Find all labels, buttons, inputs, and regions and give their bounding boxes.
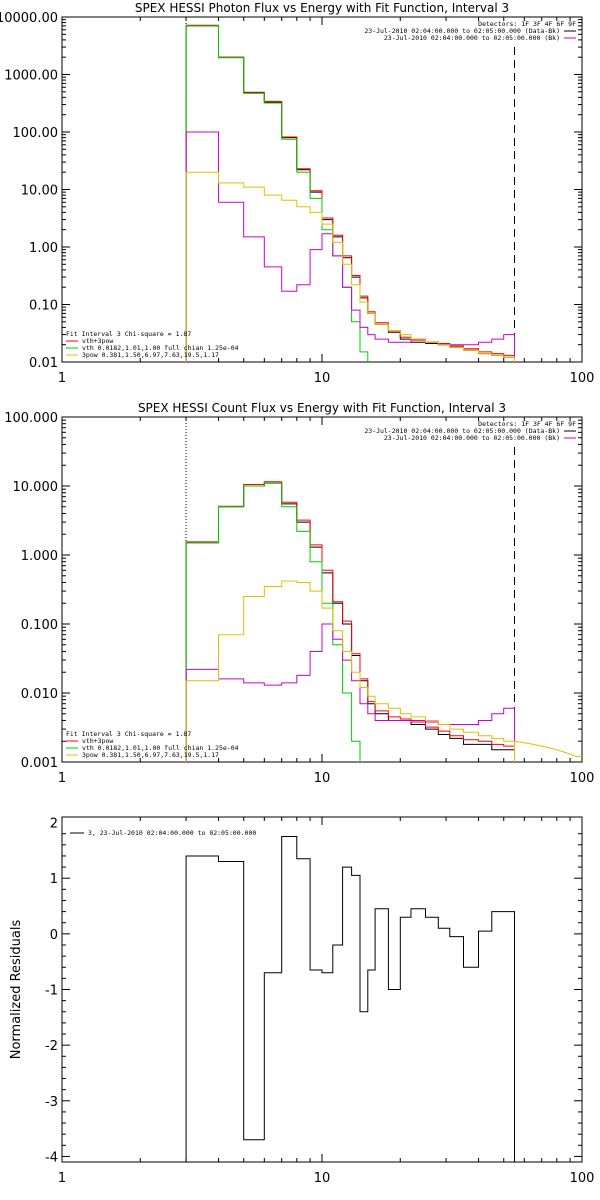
series-5-line	[185, 580, 515, 762]
series-group	[185, 836, 515, 1162]
y-tick-label: 2	[50, 817, 58, 832]
y-tick-label: 0.10	[29, 299, 58, 314]
y-tick-label: 0.001	[21, 756, 58, 771]
x-tick-label: 1	[58, 771, 66, 786]
plot-frame	[61, 816, 583, 1163]
panel-2: SPEX HESSI Count Flux vs Energy with Fit…	[4, 401, 594, 786]
x-tick-label: 100	[570, 371, 595, 386]
legend-bottom-entry: vth 0.0182,1.01,1.00 full chian 1.25e-04	[82, 744, 239, 752]
legend-bottom-entry: 3pow 0.381,1.50,6.97,7.63,19.5,1.17	[82, 351, 219, 359]
y-tick-label: -4	[45, 1150, 58, 1165]
y-tick-label: 1000.00	[4, 69, 58, 84]
y-tick-label: -2	[45, 1039, 58, 1054]
y-tick-label: 0.100	[21, 618, 58, 633]
x-tick-label: 10	[314, 1171, 331, 1186]
x-tick-label: 100	[570, 771, 595, 786]
legend-bottom-entry: Fit Interval 3 Chi-square = 1.87	[66, 330, 191, 338]
x-tick-label: 1	[58, 1171, 66, 1186]
y-tick-label: 100.00	[13, 126, 59, 141]
y-tick-label: 10.000	[13, 480, 59, 495]
legend-top-entry: Detectors: 1F 3F 4F 6F 9F	[478, 20, 576, 28]
chart-title: SPEX HESSI Count Flux vs Energy with Fit…	[138, 401, 506, 415]
chart-title: SPEX HESSI Photon Flux vs Energy with Fi…	[135, 1, 509, 15]
legend-top-entry: 23-Jul-2010 02:04:00.000 to 02:05:00.000…	[384, 34, 560, 42]
legend-bottom-entry: vth+3pow	[82, 737, 113, 745]
series-group	[185, 24, 515, 362]
series-5-tail-line	[514, 740, 582, 757]
panel-1: SPEX HESSI Photon Flux vs Energy with Fi…	[0, 1, 594, 386]
y-tick-label: -3	[45, 1095, 58, 1110]
x-tick-label: 100	[570, 1171, 595, 1186]
legend-top-entry: 23-Jul-2010 02:04:00.000 to 02:05:00.000…	[384, 434, 560, 442]
y-tick-label: 100.000	[4, 411, 58, 426]
legend-top-entry: Detectors: 1F 3F 4F 6F 9F	[478, 420, 576, 428]
series-2-line	[185, 24, 515, 362]
y-axis-label: Normalized Residuals	[9, 920, 24, 1060]
legend-bottom-entry: Fit Interval 3 Chi-square = 1.87	[66, 730, 191, 738]
plot-frame	[61, 16, 583, 363]
series-1-line	[185, 25, 515, 362]
legend-bottom-entry: vth+3pow	[82, 337, 113, 345]
y-tick-label: -1	[45, 984, 58, 999]
y-tick-label: 0	[50, 928, 58, 943]
y-tick-label: 0.01	[29, 356, 58, 371]
series-5-line	[185, 171, 515, 362]
series-4-line	[185, 131, 515, 362]
y-tick-label: 1.00	[29, 241, 58, 256]
x-tick-label: 10	[314, 771, 331, 786]
series-1-line	[185, 836, 515, 1162]
x-tick-label: 1	[58, 371, 66, 386]
x-tick-label: 10	[314, 371, 331, 386]
y-tick-label: 10000.00	[0, 11, 58, 26]
legend-bottom-entry: vth 0.0182,1.01,1.00 full chian 1.25e-04	[82, 344, 239, 352]
y-tick-label: 0.010	[21, 687, 58, 702]
y-tick-label: 1.000	[21, 549, 58, 564]
legend-entry: 3, 23-Jul-2010 02:04:00.000 to 02:05:00.…	[88, 829, 256, 837]
legend-bottom-entry: 3pow 0.381,1.50,6.97,7.63,19.5,1.17	[82, 751, 219, 759]
legend-top-entry: 23-Jul-2010 02:04:00.000 to 02:05:00.000…	[364, 27, 560, 35]
y-tick-label: 10.00	[21, 184, 58, 199]
series-3-line	[185, 25, 369, 362]
y-tick-label: 1	[50, 872, 58, 887]
series-group	[185, 481, 582, 762]
legend-top-entry: 23-Jul-2010 02:04:00.000 to 02:05:00.000…	[364, 427, 560, 435]
